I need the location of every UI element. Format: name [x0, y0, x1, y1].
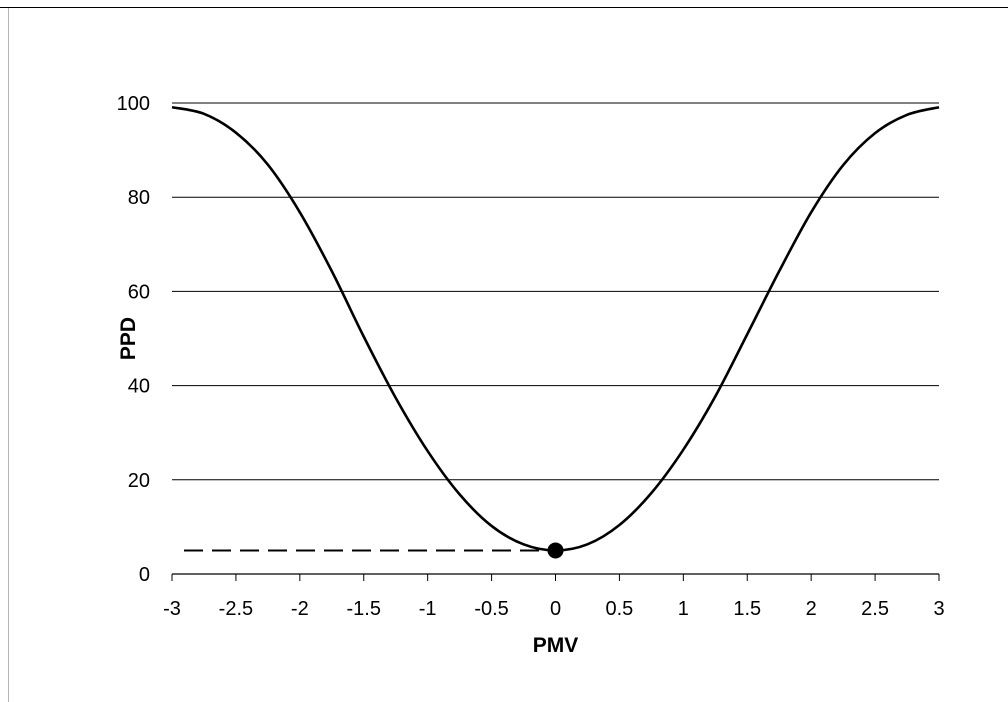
x-tick-label-5: -0.5	[474, 598, 508, 620]
x-tick-label-4: -1	[419, 598, 437, 620]
x-tick-label-0: -3	[163, 598, 181, 620]
page-top-rule	[0, 7, 1008, 8]
y-tick-label-5: 100	[117, 93, 150, 115]
x-tick-label-6: 0	[550, 598, 561, 620]
grid-layer	[172, 102, 939, 481]
y-tick-label-4: 80	[128, 187, 150, 209]
x-tick-label-8: 1	[678, 598, 689, 620]
x-tick-label-11: 2.5	[861, 598, 889, 620]
series-line-0	[171, 105, 940, 552]
page-left-rule	[8, 8, 9, 702]
axis-layer: 0 20 40 60 80 100 -3 -2.5 -2 -1.5 -1 -0.5 0 0.5 1 1.5 2 2…	[117, 93, 945, 620]
y-tick-label-2: 40	[128, 376, 150, 398]
y-tick-label-0: 0	[139, 564, 150, 586]
x-tick-label-7: 0.5	[606, 598, 634, 620]
y-tick-label-1: 20	[128, 470, 150, 492]
x-tick-label-9: 1.5	[733, 598, 761, 620]
x-tick-label-2: -2	[291, 598, 309, 620]
x-tick-label-3: -1.5	[347, 598, 381, 620]
x-axis-title: PMV	[533, 634, 579, 657]
data-layer	[171, 105, 940, 559]
y-tick-label-3: 60	[128, 281, 150, 303]
y-axis-title: PPD	[117, 317, 140, 360]
minimum-point-marker	[547, 542, 564, 559]
x-tick-label-1: -2.5	[219, 598, 253, 620]
x-tick-label-12: 3	[933, 598, 944, 620]
x-tick-label-10: 2	[806, 598, 817, 620]
